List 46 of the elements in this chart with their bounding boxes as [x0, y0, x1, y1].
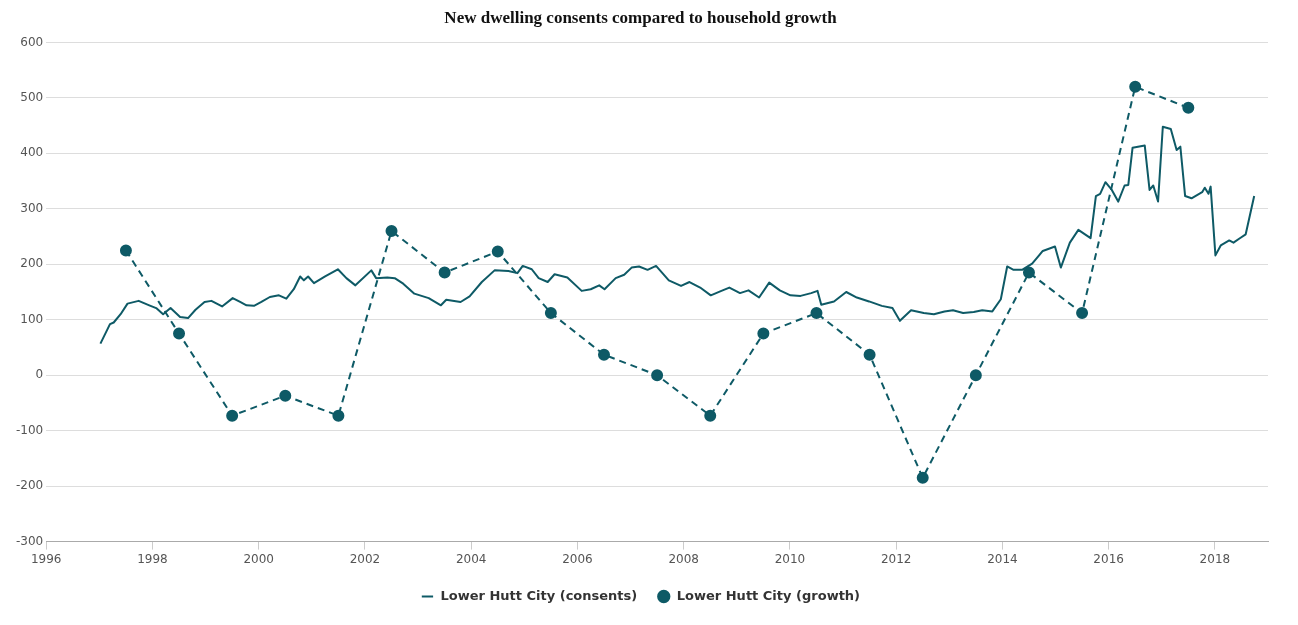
- x-tick-label: 2000: [243, 551, 274, 566]
- point: [969, 369, 982, 382]
- point: [1182, 101, 1195, 114]
- point: [598, 348, 610, 361]
- x-tick-label: 2012: [880, 551, 912, 566]
- y-tick-label: 600: [20, 34, 44, 49]
- point: [226, 409, 239, 422]
- chart-title: New dwelling consents compared to household growth: [444, 7, 838, 27]
- point: [544, 307, 557, 320]
- point: [863, 348, 876, 361]
- point: [1129, 80, 1142, 93]
- y-tick-label: 500: [20, 89, 44, 104]
- x-tick-label: 1996: [30, 551, 62, 566]
- point: [810, 307, 823, 320]
- y-tick-label: 300: [20, 200, 44, 215]
- y-tick-label: 400: [20, 145, 44, 160]
- point: [173, 327, 186, 340]
- x-tick-label: 2014: [987, 551, 1018, 566]
- point: [119, 244, 132, 257]
- point: [1022, 266, 1035, 279]
- legend-label: Lower Hutt City (consents): [440, 587, 638, 603]
- legend-label: Lower Hutt City (growth): [676, 587, 861, 603]
- point: [1076, 307, 1089, 320]
- x-tick-label: 2002: [349, 551, 381, 566]
- point: [332, 409, 345, 422]
- point: [438, 266, 451, 279]
- point: [704, 409, 717, 422]
- point: [651, 369, 664, 382]
- x-tick-label: 2010: [774, 551, 806, 566]
- y-tick-label: 200: [20, 256, 44, 271]
- y-tick-label: -100: [16, 422, 44, 437]
- y-tick-label: -200: [16, 478, 44, 493]
- point: [757, 327, 770, 340]
- x-tick-label: 2016: [1093, 551, 1124, 566]
- point: [279, 389, 292, 402]
- x-tick-label: 2008: [668, 551, 699, 566]
- y-tick-label: 0: [35, 367, 44, 382]
- x-tick-label: 2004: [455, 551, 487, 566]
- x-tick-label: 2018: [1199, 551, 1231, 566]
- x-tick-label: 1998: [137, 551, 168, 566]
- y-tick-label: 100: [20, 311, 44, 326]
- point: [491, 245, 504, 258]
- point: [916, 471, 929, 484]
- y-tick-label: -300: [16, 533, 44, 548]
- x-tick-label: 2006: [562, 551, 593, 566]
- point: [385, 224, 398, 237]
